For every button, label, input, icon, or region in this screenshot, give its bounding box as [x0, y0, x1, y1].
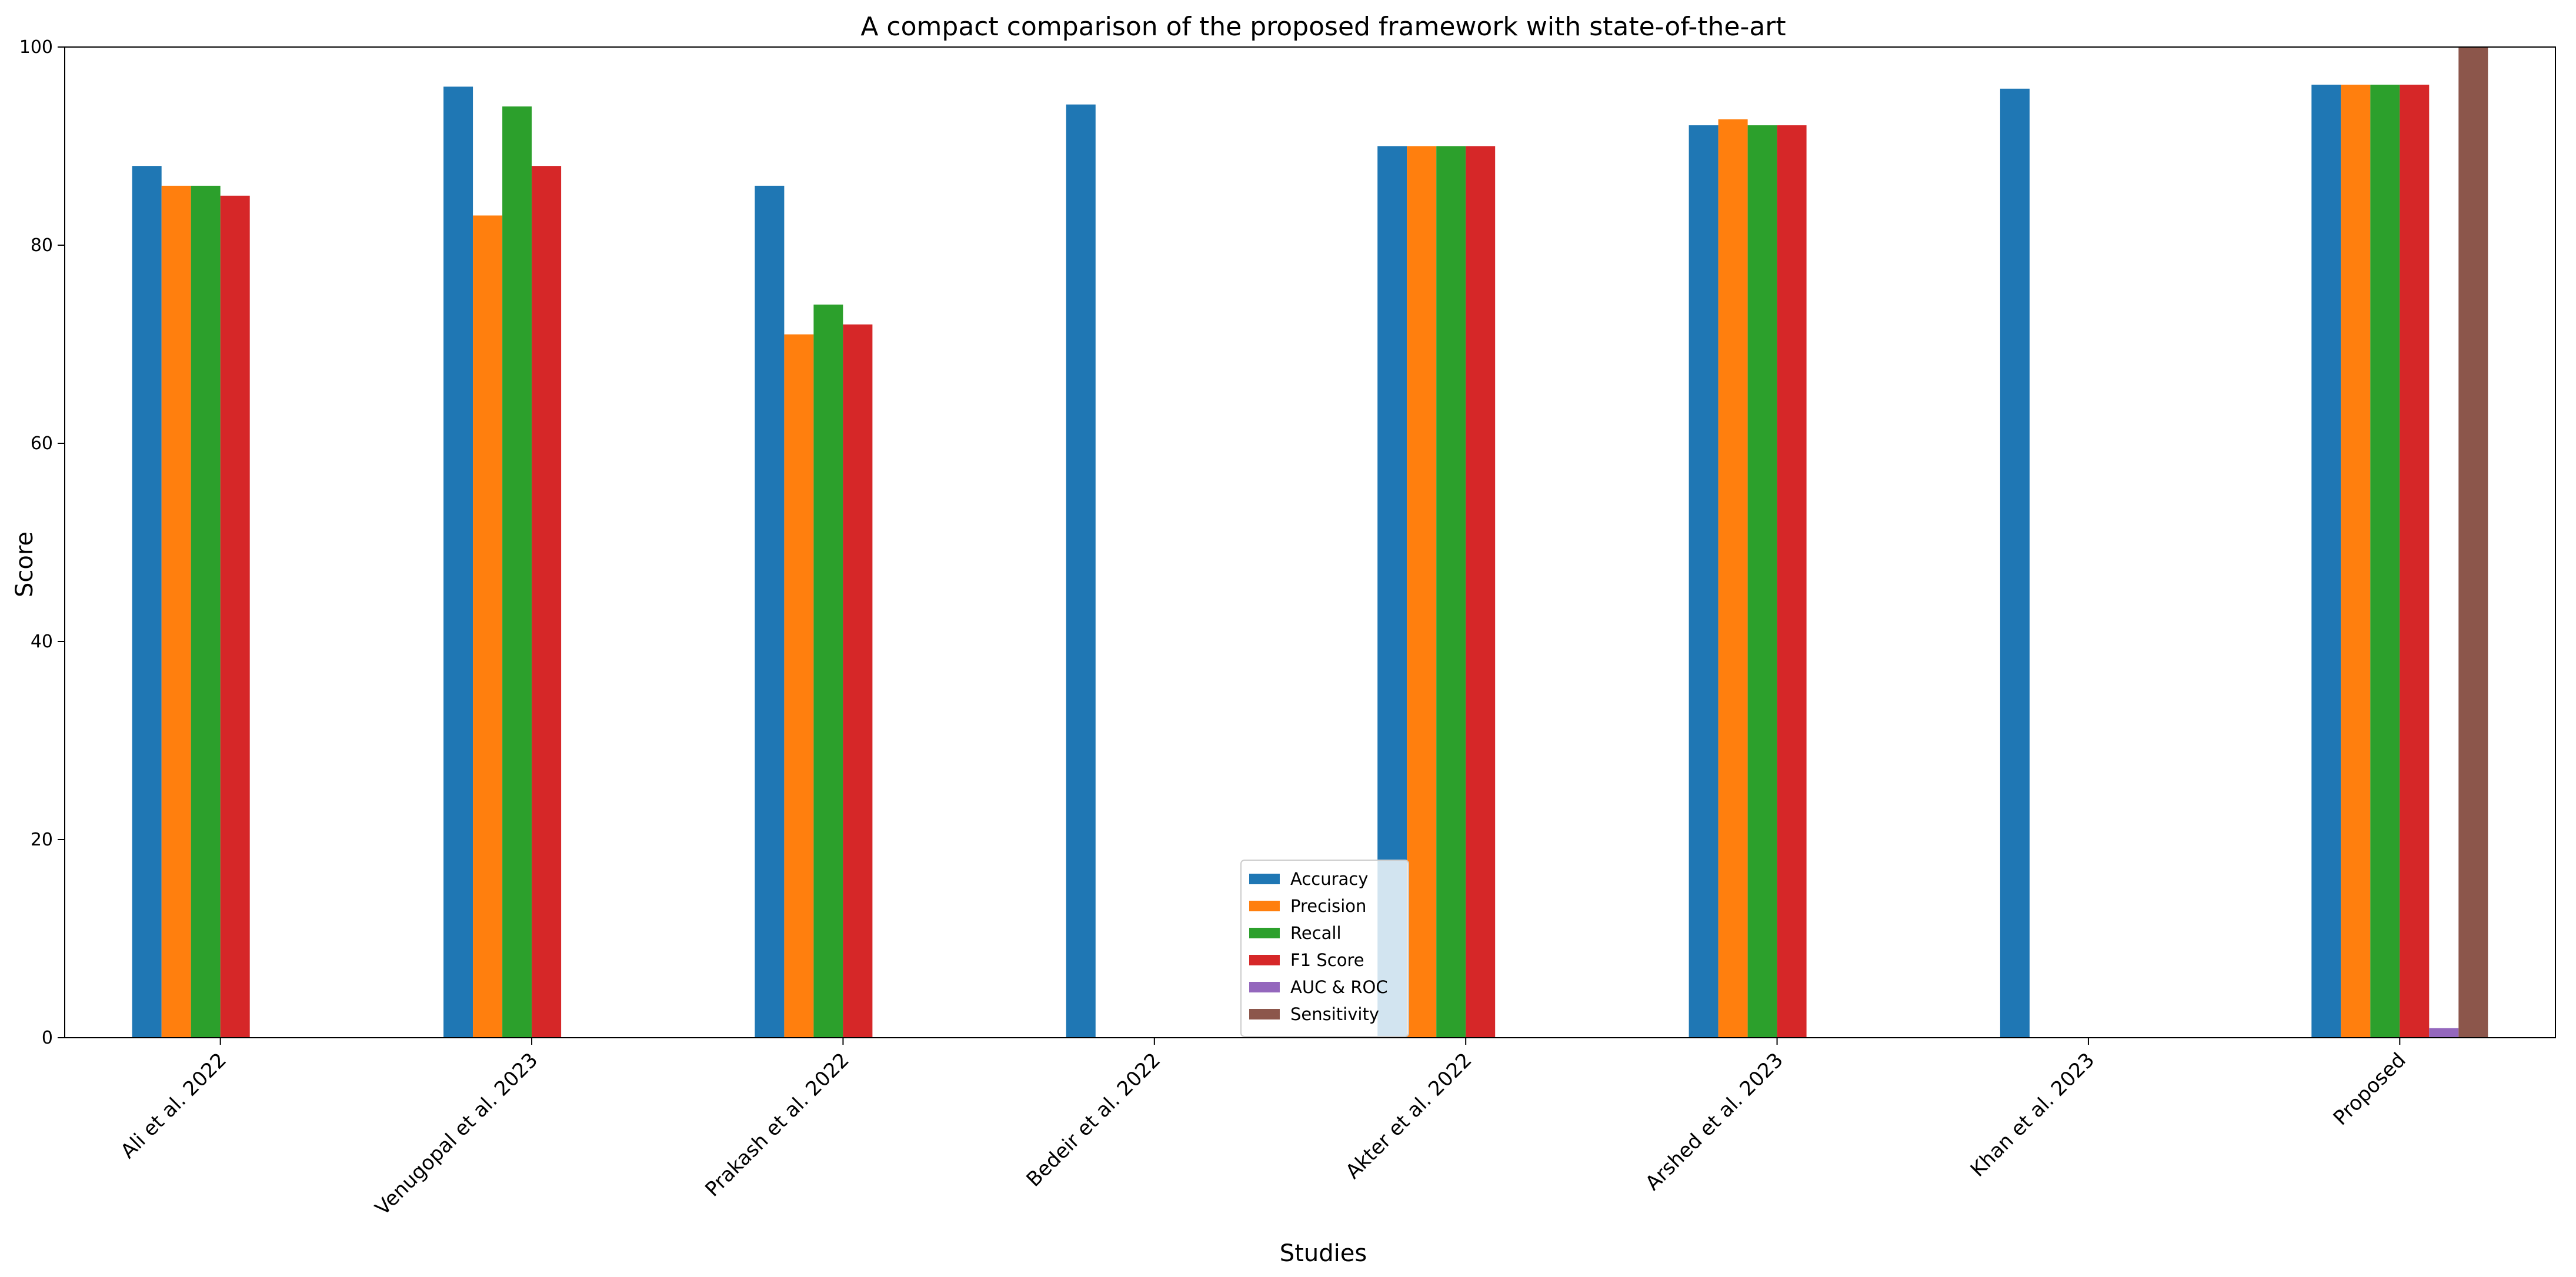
legend-swatch-precision [1249, 901, 1280, 911]
plot-frame [64, 46, 2556, 1038]
bar-sensitivity-8 [2458, 47, 2488, 1038]
bar-accuracy-2 [443, 86, 473, 1038]
x-axis-label: Studies [1280, 1240, 1367, 1267]
y-tick-label: 40 [31, 631, 53, 652]
legend-swatch-accuracy [1249, 874, 1280, 884]
bar-precision-8 [2341, 85, 2371, 1038]
bar-accuracy-6 [1689, 125, 1719, 1038]
bar-f1-score-8 [2400, 85, 2430, 1038]
bar-accuracy-7 [2000, 88, 2030, 1038]
x-tick-label: Proposed [2329, 1048, 2411, 1130]
x-tick-label: Khan et al. 2023 [1966, 1048, 2100, 1182]
x-tick-label: Venugopal et al. 2023 [371, 1048, 542, 1220]
bar-precision-2 [473, 215, 503, 1038]
bar-recall-5 [1436, 146, 1466, 1038]
y-tick-label: 60 [31, 433, 53, 454]
bar-recall-2 [502, 106, 532, 1038]
y-tick-label: 100 [19, 37, 53, 58]
bar-recall-3 [813, 305, 843, 1038]
legend-swatch-f1-score [1249, 955, 1280, 965]
bar-f1-score-2 [532, 166, 562, 1038]
bar-f1-score-5 [1466, 146, 1496, 1038]
legend-box [1240, 860, 1409, 1037]
y-tick-label: 80 [31, 235, 53, 256]
bar-accuracy-8 [2311, 85, 2341, 1038]
bar-precision-6 [1718, 119, 1748, 1038]
y-axis-label: Score [11, 531, 38, 597]
bar-accuracy-1 [132, 166, 162, 1038]
legend-label: Accuracy [1290, 869, 1368, 889]
legend-swatch-auc-roc [1249, 982, 1280, 992]
bar-auc-roc-8 [2429, 1028, 2459, 1038]
x-axis-ticks: Ali et al. 2022 Venugopal et al. 2023 Prak… [116, 1038, 2411, 1220]
chart-title: A compact comparison of the proposed fra… [860, 12, 1786, 42]
bar-accuracy-4 [1066, 104, 1096, 1038]
x-tick-label: Arshed et al. 2023 [1641, 1048, 1788, 1195]
legend-label: Recall [1290, 923, 1342, 943]
bar-accuracy-3 [755, 185, 785, 1038]
x-tick-label: Bedeir et al. 2022 [1022, 1048, 1166, 1192]
legend-label: Sensitivity [1290, 1004, 1379, 1024]
x-tick-label: Ali et al. 2022 [116, 1048, 231, 1163]
x-tick-label: Akter et al. 2022 [1341, 1048, 1476, 1184]
y-axis-ticks: 0 20 40 60 80 100 [19, 37, 65, 1048]
bar-f1-score-6 [1777, 125, 1807, 1038]
legend-label: AUC & ROC [1290, 977, 1388, 997]
x-tick-label: Prakash et al. 2022 [700, 1048, 853, 1201]
y-tick-label: 20 [31, 830, 53, 850]
bar-precision-5 [1407, 146, 1437, 1038]
bar-precision-3 [784, 334, 814, 1038]
legend-label: Precision [1290, 896, 1366, 916]
legend-swatch-sensitivity [1249, 1009, 1280, 1019]
bar-f1-score-3 [843, 324, 873, 1038]
plot-area [132, 47, 2488, 1038]
bar-precision-1 [161, 185, 191, 1038]
legend: Accuracy Precision Recall F1 Score AUC & ROC… [1240, 860, 1409, 1037]
legend-label: F1 Score [1290, 950, 1364, 970]
y-tick-label: 0 [42, 1028, 53, 1048]
bar-f1-score-1 [220, 195, 250, 1038]
bar-recall-8 [2370, 85, 2400, 1038]
bar-recall-6 [1747, 125, 1777, 1038]
legend-swatch-recall [1249, 928, 1280, 938]
bar-recall-1 [191, 185, 221, 1038]
